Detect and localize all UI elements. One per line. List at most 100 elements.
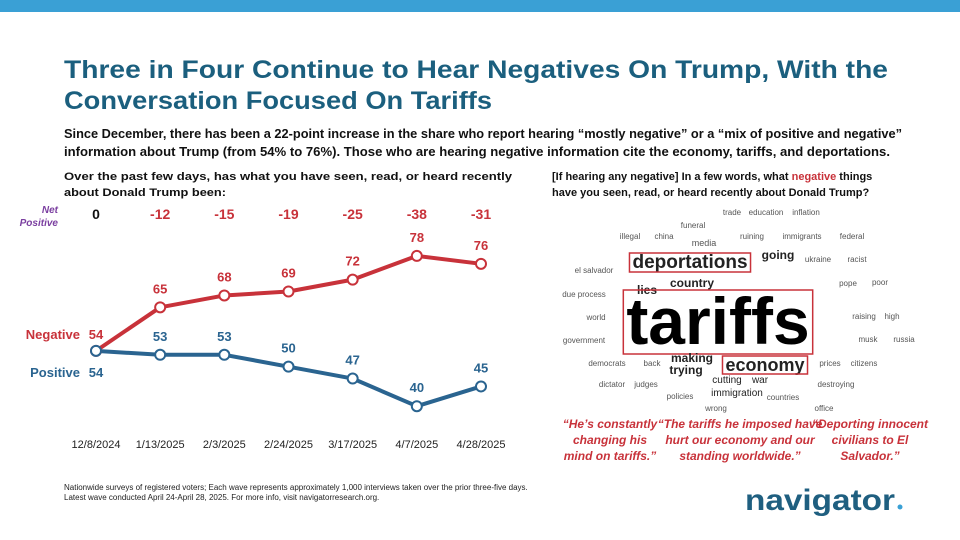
cloud-word: musk [858, 335, 878, 344]
cloud-word: media [692, 238, 717, 248]
cloud-word: illegal [620, 232, 641, 241]
cloud-word: china [654, 232, 674, 241]
cloud-word: country [670, 276, 714, 290]
cloud-word: back [644, 359, 662, 368]
x-tick-label: 2/3/2025 [203, 439, 246, 451]
data-label: 54 [89, 365, 104, 380]
data-label: 68 [217, 269, 231, 284]
cloud-word: making [671, 351, 713, 365]
data-label: 76 [474, 238, 488, 253]
x-tick-label: 4/28/2025 [457, 439, 506, 451]
cloud-word: ukraine [805, 255, 832, 264]
cloud-word: due process [562, 290, 606, 299]
quote: standing worldwide.” [679, 449, 800, 463]
cloud-box [628, 252, 752, 273]
cloud-word: tariffs [626, 284, 809, 358]
x-tick-label: 12/8/2024 [72, 439, 121, 451]
cloud-question-part: have you seen, read, or heard recently a… [552, 187, 870, 199]
cloud-box [721, 355, 809, 375]
net-positive-value: -19 [278, 206, 298, 222]
cloud-word: prices [819, 359, 840, 368]
cloud-word: immigrants [782, 232, 821, 241]
cloud-word: racist [847, 255, 867, 264]
data-label: 65 [153, 281, 167, 296]
data-label: 78 [410, 230, 424, 245]
x-tick-label: 1/13/2025 [136, 439, 185, 451]
cloud-word: russia [893, 335, 915, 344]
title: Three in Four Continue to Hear Negatives… [64, 56, 888, 84]
cloud-word: deportations [632, 252, 747, 273]
cloud-word: inflation [792, 208, 820, 217]
quote: hurt our economy and our [665, 433, 816, 447]
cloud-word: countries [767, 393, 799, 402]
net-positive-value: -12 [150, 206, 170, 222]
cloud-word: government [563, 336, 606, 345]
chart-question: Over the past few days, has what you hav… [64, 171, 513, 183]
top-bar [0, 0, 960, 12]
cloud-word: dictator [599, 380, 626, 389]
cloud-word: funeral [681, 221, 706, 230]
line-series [95, 348, 482, 409]
x-tick-label: 2/24/2025 [264, 439, 313, 451]
cloud-box [622, 289, 814, 355]
cloud-word: pope [839, 279, 857, 288]
x-tick-label: 3/17/2025 [328, 439, 377, 451]
line-marker [475, 380, 487, 393]
cloud-question: [If hearing any negative] In a few words… [552, 171, 872, 183]
net-positive-value: -25 [343, 206, 363, 222]
data-label: 53 [217, 329, 231, 344]
net-positive-value: -31 [471, 206, 491, 222]
line-marker [346, 273, 359, 286]
data-label: 54 [89, 327, 104, 342]
data-label: 47 [345, 353, 359, 368]
quote: “The tariffs he imposed have [658, 417, 823, 431]
net-positive-value: -15 [214, 206, 234, 222]
line-marker [410, 249, 423, 262]
series-name: Negative [26, 327, 80, 342]
line-marker [282, 360, 295, 373]
cloud-word: trying [669, 363, 702, 377]
data-label: 45 [474, 360, 488, 375]
quote: changing his [573, 433, 647, 447]
cloud-word: federal [840, 232, 865, 241]
quote: Salvador.” [840, 449, 899, 463]
chart-question: about Donald Trump been: [64, 187, 226, 199]
footnote: Latest wave conducted April 24-April 28,… [64, 493, 379, 502]
logo-dot [897, 504, 903, 510]
x-tick-label: 4/7/2025 [395, 439, 438, 451]
cloud-word: trade [723, 208, 742, 217]
cloud-word: democrats [588, 359, 625, 368]
cloud-word: world [585, 313, 605, 322]
line-marker [410, 400, 423, 413]
subtitle: information about Trump (from 54% to 76%… [64, 144, 890, 159]
cloud-question-part: things [836, 171, 872, 183]
subtitle: Since December, there has been a 22-poin… [64, 126, 902, 141]
cloud-word: going [762, 248, 795, 262]
cloud-word: raising [852, 312, 876, 321]
cloud-word: office [815, 404, 835, 413]
data-label: 50 [281, 341, 295, 356]
cloud-question-part: [If hearing any negative] In a few words… [552, 171, 792, 183]
cloud-word: education [749, 208, 784, 217]
data-label: 53 [153, 329, 167, 344]
cloud-word: war [751, 375, 769, 386]
quote: “He’s constantly [563, 417, 659, 431]
line-marker [218, 348, 231, 361]
line-marker [154, 348, 167, 361]
title: Conversation Focused On Tariffs [64, 87, 492, 115]
cloud-word: poor [872, 278, 888, 287]
footnote: Nationwide surveys of registered voters;… [64, 483, 528, 492]
line-marker [346, 372, 359, 385]
cloud-word: judges [633, 380, 658, 389]
cloud-word: ruining [740, 232, 764, 241]
line-marker [218, 289, 231, 302]
cloud-word: destroying [818, 380, 855, 389]
quote: “Deporting innocent [812, 417, 929, 431]
net-positive-value: 0 [92, 206, 100, 222]
cloud-word: citizens [851, 359, 878, 368]
data-label: 40 [410, 380, 424, 395]
data-label: 69 [281, 266, 295, 281]
line-marker [282, 285, 295, 298]
cloud-question-part: negative [792, 171, 837, 183]
